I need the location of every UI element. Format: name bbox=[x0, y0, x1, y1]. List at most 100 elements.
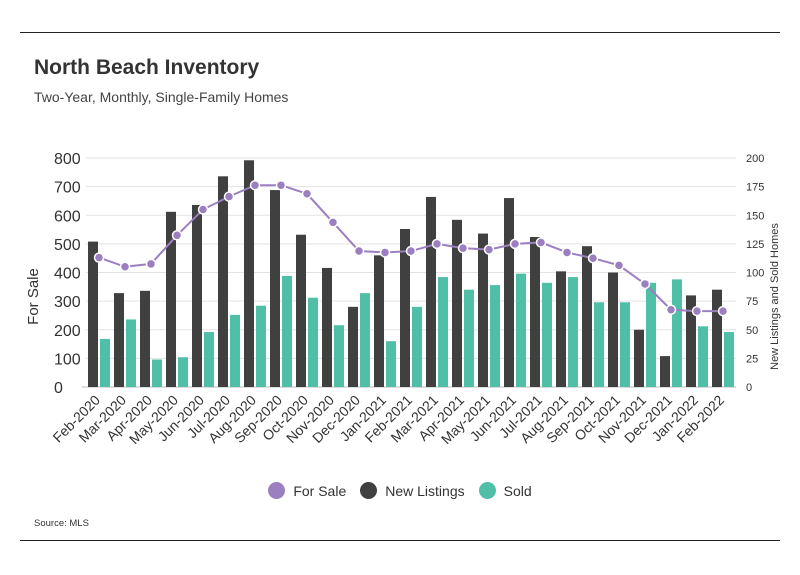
point-for-sale bbox=[171, 230, 183, 241]
y-right-tick-label: 75 bbox=[746, 296, 758, 308]
chart-subtitle: Two-Year, Monthly, Single-Family Homes bbox=[34, 89, 289, 105]
y-right-tick-label: 0 bbox=[746, 382, 752, 394]
y-left-tick-label: 800 bbox=[54, 151, 81, 168]
chart-legend: For Sale New Listings Sold bbox=[0, 482, 800, 499]
chart-title: North Beach Inventory bbox=[34, 56, 260, 79]
bar-sold bbox=[282, 275, 292, 387]
point-for-sale bbox=[301, 188, 313, 200]
bar-sold bbox=[334, 325, 344, 387]
legend-label-for-sale: For Sale bbox=[293, 482, 347, 499]
point-for-sale bbox=[483, 244, 495, 255]
bar-new-listings bbox=[348, 306, 358, 387]
y-right-tick-label: 175 bbox=[746, 182, 764, 194]
bar-sold bbox=[100, 338, 110, 387]
bar-sold bbox=[464, 289, 474, 387]
bar-sold bbox=[620, 302, 630, 387]
bar-sold bbox=[490, 285, 500, 387]
bar-new-listings bbox=[608, 272, 618, 387]
bar-new-listings bbox=[88, 241, 98, 387]
bar-new-listings bbox=[426, 196, 436, 387]
legend-item-for-sale: For Sale bbox=[268, 482, 346, 499]
y-right-tick-label: 150 bbox=[746, 210, 764, 222]
legend-swatch-sold bbox=[478, 482, 496, 499]
bar-new-listings bbox=[582, 246, 592, 387]
point-for-sale bbox=[327, 217, 339, 228]
y-left-tick-label: 100 bbox=[54, 351, 81, 368]
bar-sold bbox=[412, 306, 422, 387]
bar-new-listings bbox=[712, 289, 722, 387]
bar-new-listings bbox=[270, 190, 280, 387]
bar-new-listings bbox=[400, 228, 410, 387]
bar-new-listings bbox=[556, 271, 566, 387]
bar-sold bbox=[178, 357, 188, 387]
bar-new-listings bbox=[686, 295, 696, 387]
point-for-sale bbox=[405, 245, 417, 257]
bar-sold bbox=[594, 302, 604, 387]
point-for-sale bbox=[379, 247, 391, 258]
point-for-sale bbox=[249, 179, 261, 191]
bar-new-listings bbox=[114, 293, 124, 387]
y-left-tick-label: 700 bbox=[54, 180, 81, 197]
point-for-sale bbox=[275, 179, 287, 191]
bar-sold bbox=[672, 279, 682, 387]
bar-new-listings bbox=[218, 176, 228, 387]
point-for-sale bbox=[197, 204, 209, 215]
bar-new-listings bbox=[140, 290, 150, 387]
y-left-tick-label: 0 bbox=[54, 380, 63, 397]
point-for-sale bbox=[119, 261, 131, 273]
y-left-tick-label: 400 bbox=[54, 266, 81, 283]
bar-sold bbox=[568, 277, 578, 387]
y-right-tick-label: 50 bbox=[746, 325, 758, 337]
bar-new-listings bbox=[322, 267, 332, 387]
point-for-sale bbox=[93, 252, 105, 263]
bar-sold bbox=[152, 359, 162, 387]
bar-new-listings bbox=[530, 237, 540, 387]
y-right-tick-label: 200 bbox=[746, 153, 764, 165]
bar-sold bbox=[516, 273, 526, 387]
y-left-tick-label: 300 bbox=[54, 294, 81, 311]
bar-new-listings bbox=[660, 356, 670, 387]
bar-sold bbox=[724, 332, 734, 387]
y-left-tick-label: 600 bbox=[54, 208, 81, 225]
bar-sold bbox=[646, 282, 656, 387]
y-left-tick-label: 200 bbox=[54, 323, 81, 340]
legend-item-new-listings: New Listings bbox=[360, 482, 465, 499]
point-for-sale bbox=[587, 252, 599, 264]
bar-new-listings bbox=[296, 234, 306, 387]
bar-sold bbox=[360, 293, 370, 387]
y-right-tick-label: 125 bbox=[746, 239, 764, 251]
bar-new-listings bbox=[166, 211, 176, 387]
point-for-sale bbox=[431, 238, 443, 250]
source-note: Source: MLS bbox=[34, 518, 89, 529]
bottom-rule bbox=[20, 540, 780, 541]
y-right-axis-label: New Listings and Sold Homes bbox=[769, 223, 781, 370]
bar-new-listings bbox=[634, 329, 644, 387]
point-for-sale bbox=[145, 258, 157, 270]
point-for-sale bbox=[353, 245, 365, 257]
bar-sold bbox=[256, 305, 266, 387]
legend-item-sold: Sold bbox=[478, 482, 532, 499]
top-rule bbox=[20, 32, 780, 33]
point-for-sale bbox=[691, 305, 703, 317]
y-right-tick-label: 100 bbox=[746, 268, 764, 280]
legend-swatch-for-sale bbox=[268, 482, 286, 499]
bar-new-listings bbox=[192, 204, 202, 387]
point-for-sale bbox=[535, 237, 547, 248]
bar-new-listings bbox=[374, 255, 384, 387]
point-for-sale bbox=[665, 304, 677, 315]
point-for-sale bbox=[613, 260, 625, 271]
point-for-sale bbox=[717, 305, 729, 317]
bar-sold bbox=[542, 282, 552, 387]
legend-label-new-listings: New Listings bbox=[385, 482, 465, 499]
y-left-tick-label: 500 bbox=[54, 237, 81, 254]
bar-sold bbox=[386, 341, 396, 387]
bar-sold bbox=[126, 319, 136, 387]
y-left-axis-label: For Sale bbox=[25, 268, 42, 325]
legend-label-sold: Sold bbox=[503, 482, 532, 499]
bar-sold bbox=[308, 297, 318, 387]
bar-new-listings bbox=[452, 219, 462, 387]
bar-new-listings bbox=[478, 233, 488, 387]
bar-new-listings bbox=[504, 198, 514, 387]
bar-sold bbox=[438, 277, 448, 387]
